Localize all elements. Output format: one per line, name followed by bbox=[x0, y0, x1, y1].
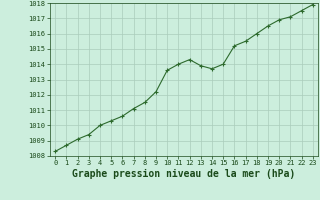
X-axis label: Graphe pression niveau de la mer (hPa): Graphe pression niveau de la mer (hPa) bbox=[72, 169, 296, 179]
